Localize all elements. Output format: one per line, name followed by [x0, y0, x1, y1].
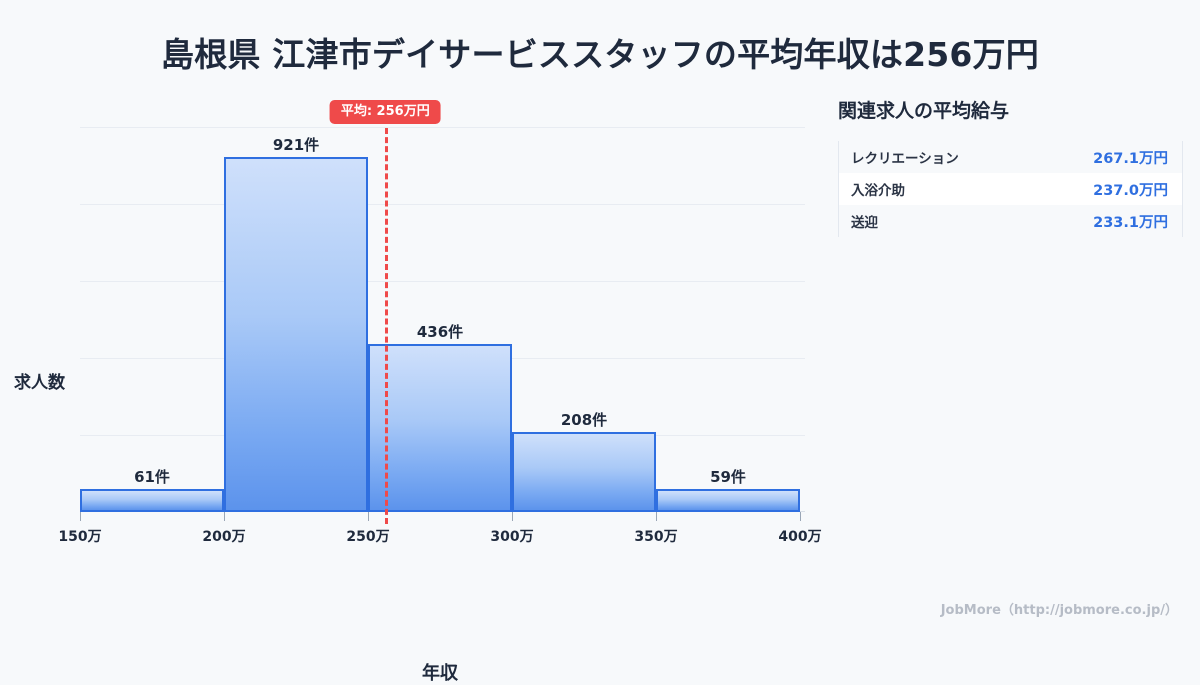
plot-area: 61件 921件 436件 208件 59件 平均: 256万円 150万 200万 250…: [58, 100, 822, 545]
related-salary-label: 入浴介助: [851, 183, 905, 199]
x-tick-label: 250万: [346, 529, 390, 545]
related-salary-panel: 関連求人の平均給与 レクリエーション 267.1万円入浴介助 237.0万円送迎 23…: [838, 96, 1183, 237]
x-tick-label: 400万: [778, 529, 822, 545]
bar: [80, 488, 224, 512]
bar-value-label: 921件: [272, 136, 320, 155]
bar-value-label: 436件: [416, 323, 464, 342]
related-salary-value: 237.0万円: [1093, 182, 1168, 199]
table-row: レクリエーション 267.1万円: [839, 141, 1182, 173]
bar: [224, 157, 368, 512]
bar-value-label: 59件: [710, 468, 746, 487]
x-tick-mark: [512, 512, 513, 521]
x-tick-label: 150万: [58, 529, 102, 545]
bar: [368, 344, 512, 512]
x-axis-title: 年収: [422, 663, 458, 684]
bar: [512, 431, 656, 512]
x-tick-mark: [368, 512, 369, 521]
bar-value-label: 61件: [134, 467, 170, 486]
gridline: [80, 280, 805, 282]
bar-series: 61件 921件 436件 208件 59件: [80, 100, 800, 512]
infographic-root: 島根県 江津市デイサービススタッフの平均年収は256万円 求人数 61件 921件…: [0, 35, 1183, 684]
bar: [656, 489, 800, 512]
footer-credit: JobMore（http://jobmore.co.jp/）: [940, 603, 1178, 618]
x-tick-label: 350万: [634, 529, 678, 545]
histogram-chart: 求人数 61件 921件 436件 208件 59件 平均: 256万円 150万 200…: [0, 88, 822, 684]
x-tick-mark: [800, 512, 801, 521]
x-tick-mark: [656, 512, 657, 521]
table-row: 送迎 233.1万円: [839, 205, 1182, 237]
related-salary-title: 関連求人の平均給与: [838, 100, 1010, 122]
x-tick-label: 300万: [490, 529, 534, 545]
x-tick-mark: [224, 512, 225, 521]
gridline: [80, 203, 805, 205]
related-salary-value: 233.1万円: [1093, 214, 1168, 231]
bar-value-label: 208件: [560, 410, 608, 429]
related-salary-table: レクリエーション 267.1万円入浴介助 237.0万円送迎 233.1万円: [838, 141, 1183, 237]
gridline: [80, 126, 805, 128]
related-salary-label: レクリエーション: [851, 151, 959, 167]
table-row: 入浴介助 237.0万円: [839, 173, 1182, 205]
y-axis-title: 求人数: [14, 373, 65, 393]
related-salary-value: 267.1万円: [1093, 150, 1168, 167]
average-line: [385, 128, 389, 524]
page-title: 島根県 江津市デイサービススタッフの平均年収は256万円: [161, 35, 1039, 74]
x-tick-mark: [80, 512, 81, 521]
x-tick-label: 200万: [202, 529, 246, 545]
average-badge: 平均: 256万円: [329, 100, 441, 124]
related-salary-label: 送迎: [851, 215, 878, 231]
